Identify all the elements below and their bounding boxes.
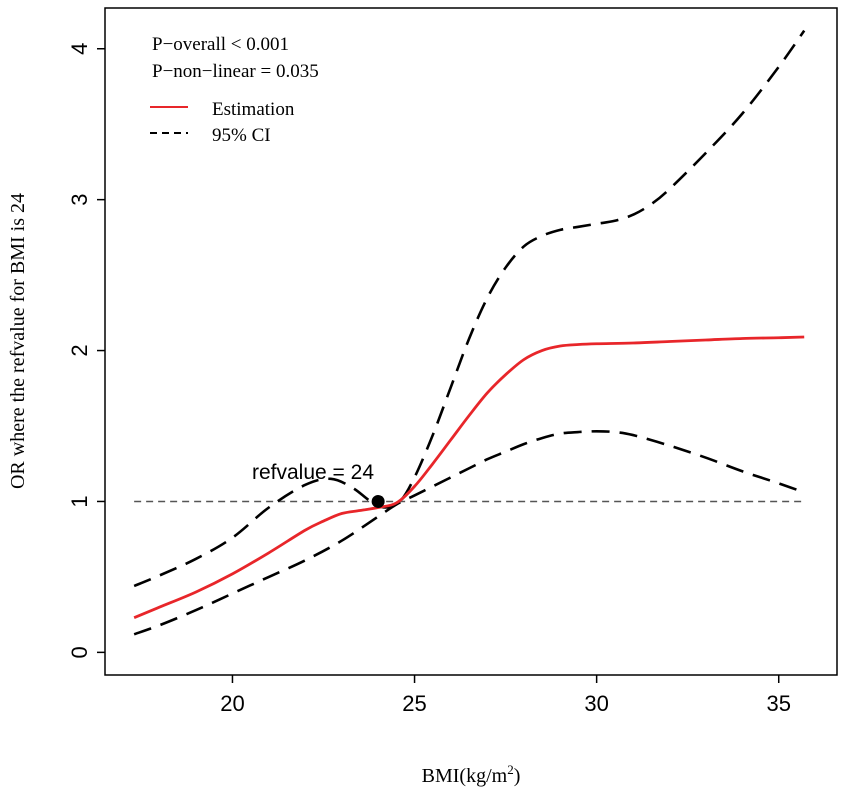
p-nonlinear-annotation: P−non−linear = 0.035 <box>152 61 319 82</box>
series-estimation-line <box>133 335 805 619</box>
series-layer <box>133 29 806 636</box>
legend-estimation-label: Estimation <box>212 99 295 120</box>
plot-frame <box>104 7 838 676</box>
reference-point <box>371 494 385 508</box>
p-overall-annotation: P−overall < 0.001 <box>152 34 289 55</box>
refvalue-annotation: refvalue = 24 <box>252 461 374 484</box>
x-tick-label-20: 20 <box>220 691 244 716</box>
y-tick-label-1: 1 <box>67 495 92 507</box>
legend-ci-label: 95% CI <box>212 125 271 146</box>
x-axis-label: BMI(kg/m2) <box>422 762 521 787</box>
y-tick-label-2: 2 <box>67 344 92 356</box>
x-tick-label-30: 30 <box>584 691 608 716</box>
axes: 20 25 30 35 0 1 2 3 4 <box>67 43 791 716</box>
series-95-ci-lower-line <box>133 429 805 636</box>
x-axis-label-main: BMI(kg/m <box>422 765 508 787</box>
y-tick-label-4: 4 <box>67 43 92 55</box>
reference-point-layer <box>371 494 385 508</box>
y-tick-label-3: 3 <box>67 194 92 206</box>
y-axis-label: OR where the refvalue for BMI is 24 <box>7 193 29 489</box>
legend: Estimation 95% CI <box>150 99 295 146</box>
x-tick-label-25: 25 <box>402 691 426 716</box>
x-axis-label-close: ) <box>514 765 521 787</box>
series-95-ci-upper-line <box>133 29 806 588</box>
x-tick-label-35: 35 <box>766 691 790 716</box>
y-tick-label-0: 0 <box>67 646 92 658</box>
x-axis-label-superscript: 2 <box>507 762 514 777</box>
